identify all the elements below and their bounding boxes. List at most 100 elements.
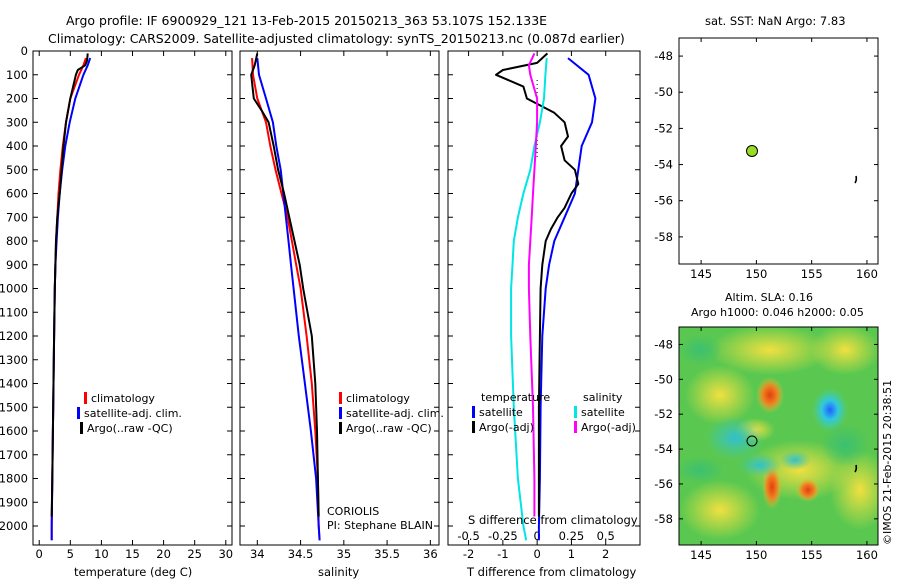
- x-tick-label: 34: [250, 547, 265, 561]
- depth-tick-label: 1100: [0, 305, 28, 319]
- depth-tick-label: 700: [6, 210, 28, 224]
- legend-label: satellite: [479, 406, 523, 419]
- depth-tick-label: 1700: [0, 448, 28, 462]
- x-tick-label: 35.5: [374, 547, 400, 561]
- map-lon-label: 145: [690, 267, 712, 281]
- temperature-panel-frame: [32, 50, 233, 546]
- legend-label: Argo(-adj): [581, 421, 636, 434]
- imos-credit: ©IMOS 21-Feb-2015 20:38:51: [881, 380, 894, 545]
- sla-heatmap: [679, 327, 878, 545]
- depth-tick-label: 0: [21, 44, 28, 58]
- argo-position-marker: [746, 435, 758, 447]
- temperature-legend: climatology satellite-adj. clim. Argo(..…: [77, 392, 182, 435]
- difference-axes: -2 -1 0 1 2 -0.5 -0.25 0 0.25 0.5: [448, 50, 640, 561]
- map-lon-label: 160: [856, 548, 878, 562]
- depth-tick-label: 1000: [0, 282, 28, 296]
- map-lat-label: -54: [654, 158, 673, 172]
- series-line-satellite-adj-clim: [256, 57, 321, 541]
- legend-swatch-climatology: [339, 392, 342, 404]
- s-tick-label: -0.25: [488, 529, 518, 543]
- sla-map-frame: [678, 326, 879, 546]
- map-lat-label: -52: [654, 407, 673, 421]
- map-lat-label: -48: [654, 337, 673, 351]
- figure-title-line1: Argo profile: IF 6900929_121 13-Feb-2015…: [66, 13, 547, 28]
- legend-swatch-sal-argo: [574, 421, 577, 433]
- map-lon-label: 150: [745, 267, 767, 281]
- profile-lines: [50, 52, 597, 541]
- depth-tick-label: 500: [6, 163, 28, 177]
- sla-map-title: Altim. SLA: 0.16: [725, 291, 813, 304]
- map-lat-label: -58: [654, 230, 673, 244]
- legend-swatch-climatology: [84, 392, 87, 404]
- map-lat-label: -50: [654, 372, 673, 386]
- s-difference-axis-label: S difference from climatology: [468, 513, 638, 527]
- sst-map-axes: 145 150 155 160 -48 -50 -52 -54 -56 -58: [654, 38, 878, 281]
- legend-label: Argo(..raw -QC): [87, 422, 173, 435]
- depth-tick-label: 1200: [0, 329, 28, 343]
- map-lon-label: 155: [801, 267, 823, 281]
- map-lon-label: 160: [856, 267, 878, 281]
- x-tick-label: -2: [463, 547, 474, 561]
- x-tick-label: 20: [156, 547, 171, 561]
- legend-label: Argo(..raw -QC): [346, 422, 432, 435]
- sst-map-title: sat. SST: NaN Argo: 7.83: [705, 14, 846, 28]
- salinity-legend: climatology satellite-adj. clim. Argo(..…: [339, 392, 444, 435]
- x-tick-label: 35: [337, 547, 352, 561]
- series-line-temperature-satellite: [537, 57, 597, 541]
- legend-label: Argo(-adj): [479, 421, 534, 434]
- depth-tick-label: 600: [6, 187, 28, 201]
- depth-tick-label: 400: [6, 139, 28, 153]
- s-tick-label: 0: [533, 529, 540, 543]
- difference-panel-frame: [447, 50, 641, 546]
- legend-swatch-argo: [80, 422, 83, 434]
- series-line-satellite-adj-clim: [50, 57, 92, 541]
- s-tick-label: 0.25: [559, 529, 585, 543]
- depth-tick-label: 1300: [0, 353, 28, 367]
- depth-tick-label: 2000: [0, 519, 28, 533]
- legend-label: satellite-adj. clim.: [346, 407, 444, 420]
- argo-position-marker: [746, 145, 758, 157]
- source-agency: CORIOLIS: [327, 505, 379, 518]
- x-tick-label: 1: [568, 547, 575, 561]
- source-pi: PI: Stephane BLAIN: [327, 519, 433, 532]
- x-tick-label: 30: [218, 547, 233, 561]
- legend-swatch-satellite: [77, 407, 80, 419]
- legend-swatch-satellite: [339, 407, 342, 419]
- series-line-salinity-satellite: [510, 58, 548, 541]
- legend-title-temperature: temperature: [481, 391, 550, 404]
- depth-tick-label: 900: [6, 258, 28, 272]
- depth-tick-label: 800: [6, 234, 28, 248]
- map-lat-label: -48: [654, 49, 673, 63]
- map-lat-label: -58: [654, 512, 673, 526]
- x-tick-label: 2: [602, 547, 609, 561]
- depth-tick-label: 100: [6, 68, 28, 82]
- t-difference-axis-label: T difference from climatology: [466, 565, 637, 579]
- map-lat-label: -54: [654, 442, 673, 456]
- figure-title-line2: Climatology: CARS2009. Satellite-adjuste…: [48, 31, 625, 46]
- depth-tick-label: 1900: [0, 495, 28, 509]
- map-lat-label: -50: [654, 85, 673, 99]
- sla-map-subtitle: Argo h1000: 0.046 h2000: 0.05: [691, 306, 864, 319]
- x-tick-label: 25: [187, 547, 202, 561]
- s-tick-label: 0.5: [597, 529, 615, 543]
- legend-title-salinity: salinity: [583, 391, 623, 404]
- temperature-axis-label: temperature (deg C): [74, 565, 192, 579]
- x-tick-label: 5: [67, 547, 74, 561]
- legend-label: satellite-adj. clim.: [84, 407, 182, 420]
- x-tick-label: 0: [533, 547, 540, 561]
- depth-tick-label: 200: [6, 92, 28, 106]
- depth-tick-label: 1500: [0, 400, 28, 414]
- depth-tick-label: 1800: [0, 472, 28, 486]
- depth-tick-label: 300: [6, 115, 28, 129]
- salinity-axes: 34 34.5 35 35.5 36: [240, 50, 439, 561]
- series-line-argo-raw-qc: [50, 53, 89, 517]
- series-line-temperature-argo-adj: [495, 52, 580, 517]
- s-tick-label: -0.5: [457, 529, 479, 543]
- coastline-fragment: [854, 175, 858, 184]
- legend-swatch-temp-argo: [472, 421, 475, 433]
- temperature-axes: 0 5 10 15 20 25 300100200300400500600700800900…: [0, 44, 233, 561]
- difference-legend: temperature salinity satellite Argo(-adj…: [472, 391, 636, 434]
- map-lat-label: -52: [654, 121, 673, 135]
- series-line-argo-raw-qc: [250, 53, 320, 517]
